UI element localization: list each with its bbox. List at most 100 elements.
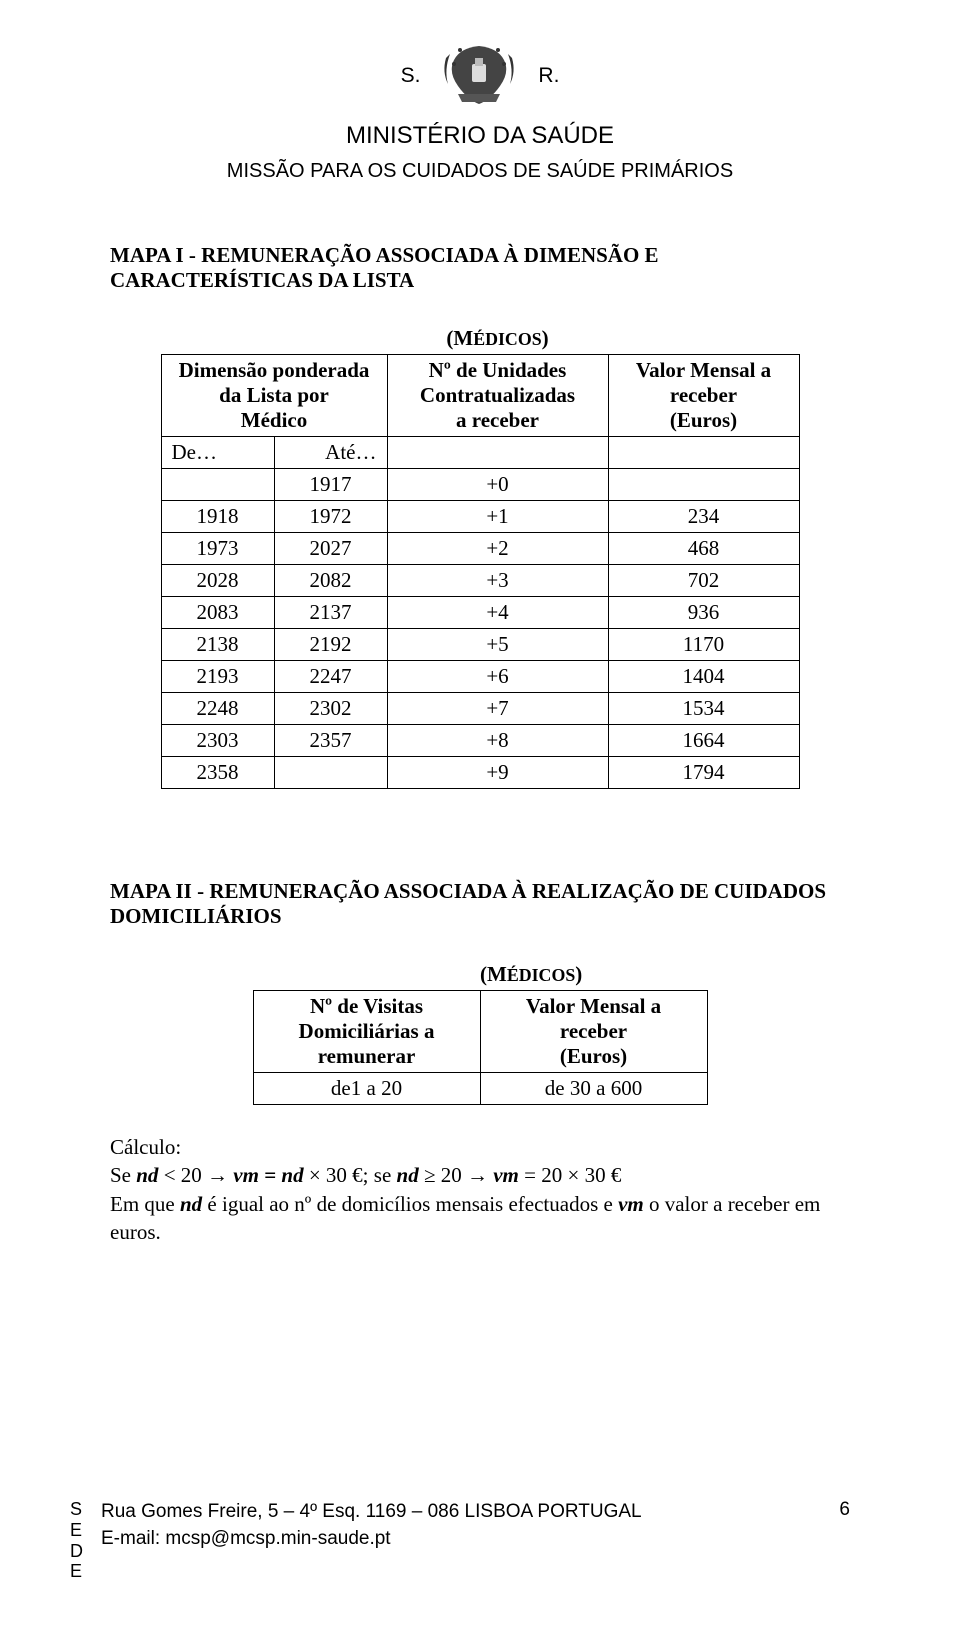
t1c3l2: receber bbox=[670, 383, 737, 407]
ate-label: Até… bbox=[274, 437, 387, 469]
ministry-title: MINISTÉRIO DA SAÚDE bbox=[346, 122, 614, 150]
cell: de1 a 20 bbox=[253, 1073, 480, 1105]
c2d: vm = nd bbox=[233, 1163, 303, 1187]
table-row: 23032357+81664 bbox=[161, 725, 799, 757]
caption-sc: ÉDICOS bbox=[473, 329, 541, 349]
table-row: 20282082+3702 bbox=[161, 565, 799, 597]
cell: 2193 bbox=[161, 661, 274, 693]
cell: 234 bbox=[608, 501, 799, 533]
cell: +7 bbox=[387, 693, 608, 725]
cell: 1917 bbox=[274, 469, 387, 501]
crest-row: S. R. bbox=[401, 40, 560, 112]
c3d: vm bbox=[618, 1192, 644, 1216]
cell: +9 bbox=[387, 757, 608, 789]
cell: 1404 bbox=[608, 661, 799, 693]
table2-caption: (MÉDICOS) bbox=[480, 959, 707, 991]
table-row: 1917+0 bbox=[161, 469, 799, 501]
t1c2l1: Nº de Unidades bbox=[429, 358, 567, 382]
footer: S E D E Rua Gomes Freire, 5 – 4º Esq. 11… bbox=[0, 1499, 960, 1582]
t2c2l2: receber bbox=[560, 1019, 627, 1043]
page: S. R. MINISTÉRIO DA SAÚDE MISSÃO PARA OS… bbox=[0, 0, 960, 1630]
cell bbox=[161, 469, 274, 501]
c3b: nd bbox=[180, 1192, 202, 1216]
cell: +1 bbox=[387, 501, 608, 533]
t2c1l1: Nº de Visitas bbox=[310, 994, 423, 1018]
section1-title: MAPA I - REMUNERAÇÃO ASSOCIADA À DIMENSÃ… bbox=[110, 243, 850, 293]
cell: 2192 bbox=[274, 629, 387, 661]
c3c: é igual ao nº de domicílios mensais efec… bbox=[202, 1192, 618, 1216]
cell: 2247 bbox=[274, 661, 387, 693]
cell: 2083 bbox=[161, 597, 274, 629]
cell: 936 bbox=[608, 597, 799, 629]
caption2-prefix: (M bbox=[480, 962, 507, 986]
footer-left: S E D E Rua Gomes Freire, 5 – 4º Esq. 11… bbox=[70, 1499, 642, 1582]
table2-col2-header: Valor Mensal a receber (Euros) bbox=[480, 991, 707, 1073]
c2i: = 20 × 30 € bbox=[519, 1163, 621, 1187]
cell: 2357 bbox=[274, 725, 387, 757]
c2e: × 30 €; se bbox=[304, 1163, 397, 1187]
calc-line2: Se nd < 20 → vm = nd × 30 €; se nd ≥ 20 … bbox=[110, 1161, 850, 1189]
caption2-sc: ÉDICOS bbox=[507, 965, 575, 985]
cell bbox=[608, 469, 799, 501]
crest-icon bbox=[440, 40, 518, 112]
table-row: 2358+91794 bbox=[161, 757, 799, 789]
cell: 2138 bbox=[161, 629, 274, 661]
header: S. R. MINISTÉRIO DA SAÚDE MISSÃO PARA OS… bbox=[110, 40, 850, 183]
page-number: 6 bbox=[839, 1499, 850, 1582]
table-row: 19732027+2468 bbox=[161, 533, 799, 565]
table2-header-row: Nº de Visitas Domiciliárias a remunerar … bbox=[253, 991, 707, 1073]
cell: +2 bbox=[387, 533, 608, 565]
de-label: De… bbox=[161, 437, 274, 469]
calc-line3: Em que nd é igual ao nº de domicílios me… bbox=[110, 1190, 850, 1247]
section1-title-prefix: MAPA I - R bbox=[110, 243, 216, 267]
table2-caption-row: (MÉDICOS) bbox=[253, 959, 707, 991]
table-mapa1: (MÉDICOS) Dimensão ponderada da Lista po… bbox=[161, 323, 800, 789]
t1c3l3: (Euros) bbox=[670, 408, 737, 432]
table1-subheader-row: De… Até… bbox=[161, 437, 799, 469]
cell: 468 bbox=[608, 533, 799, 565]
cell: 2028 bbox=[161, 565, 274, 597]
calc-label: Cálculo: bbox=[110, 1133, 850, 1161]
cell: 2248 bbox=[161, 693, 274, 725]
header-right-letter: R. bbox=[538, 64, 559, 88]
cell bbox=[274, 757, 387, 789]
table1-header-row: Dimensão ponderada da Lista por Médico N… bbox=[161, 355, 799, 437]
footer-address: Rua Gomes Freire, 5 – 4º Esq. 1169 – 086… bbox=[101, 1499, 642, 1526]
c2c: < 20 → bbox=[158, 1163, 233, 1187]
caption-suffix: ) bbox=[542, 326, 549, 350]
table1-col1-header: Dimensão ponderada da Lista por Médico bbox=[161, 355, 387, 437]
cell: 1664 bbox=[608, 725, 799, 757]
cell: +6 bbox=[387, 661, 608, 693]
c2a: Se bbox=[110, 1163, 136, 1187]
t1c1l1: Dimensão ponderada bbox=[179, 358, 370, 382]
cell: 1973 bbox=[161, 533, 274, 565]
cell: +0 bbox=[387, 469, 608, 501]
table-mapa2: (MÉDICOS) Nº de Visitas Domiciliárias a … bbox=[253, 959, 708, 1105]
cell: de 30 a 600 bbox=[480, 1073, 707, 1105]
sede-e: E bbox=[70, 1520, 83, 1541]
cell: 2303 bbox=[161, 725, 274, 757]
section2-title: MAPA II - REMUNERAÇÃO ASSOCIADA À REALIZ… bbox=[110, 879, 850, 929]
table-row: 19181972+1234 bbox=[161, 501, 799, 533]
table1-caption: (MÉDICOS) bbox=[387, 323, 608, 355]
cell: 1918 bbox=[161, 501, 274, 533]
cell: +4 bbox=[387, 597, 608, 629]
cell: 2358 bbox=[161, 757, 274, 789]
t2c1l3: remunerar bbox=[318, 1044, 416, 1068]
cell: 2082 bbox=[274, 565, 387, 597]
cell: 702 bbox=[608, 565, 799, 597]
table1-body: 1917+0 19181972+1234 19732027+2468 20282… bbox=[161, 469, 799, 789]
cell: 2137 bbox=[274, 597, 387, 629]
section2-title-prefix: MAPA II - R bbox=[110, 879, 225, 903]
t1c1l2: da Lista por bbox=[219, 383, 329, 407]
footer-sede: S E D E bbox=[70, 1499, 83, 1582]
caption2-suffix: ) bbox=[575, 962, 582, 986]
table-row: de1 a 20 de 30 a 600 bbox=[253, 1073, 707, 1105]
missao-subtitle: MISSÃO PARA OS CUIDADOS DE SAÚDE PRIMÁRI… bbox=[227, 160, 733, 183]
t2c1l2: Domiciliárias a bbox=[299, 1019, 435, 1043]
t2c2l1: Valor Mensal a bbox=[526, 994, 661, 1018]
footer-email: E-mail: mcsp@mcsp.min-saude.pt bbox=[101, 1526, 642, 1553]
sede-e2: E bbox=[70, 1561, 83, 1582]
table-row: 20832137+4936 bbox=[161, 597, 799, 629]
header-left-letter: S. bbox=[401, 64, 421, 88]
